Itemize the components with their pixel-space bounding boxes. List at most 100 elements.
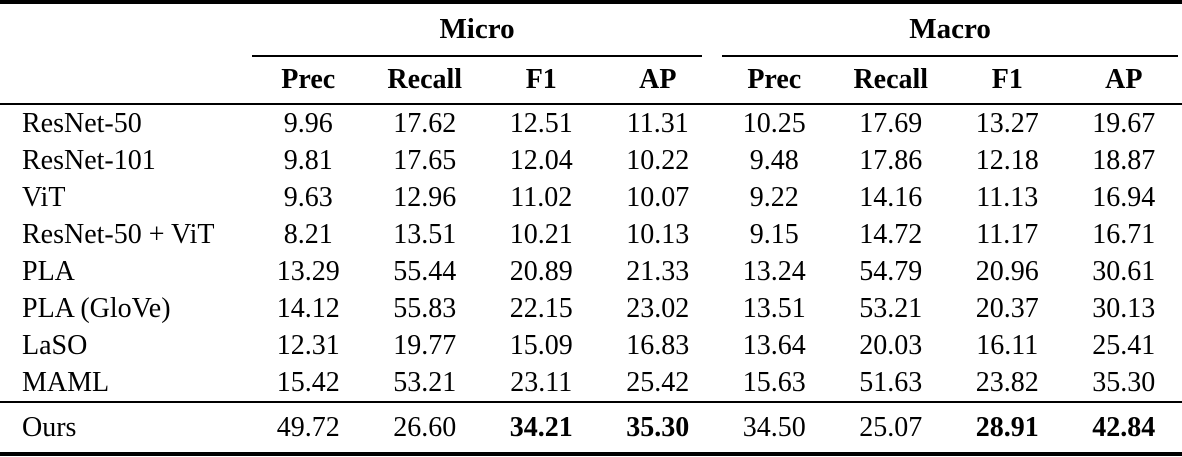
value-cell: 11.17: [976, 218, 1039, 250]
value-cell: 55.83: [393, 292, 457, 324]
value-cell: 20.89: [509, 255, 573, 287]
value-cell: 12.31: [276, 329, 340, 361]
value-cell: 14.16: [859, 181, 923, 213]
value-cell: 55.44: [393, 255, 457, 287]
baseline-rows: ResNet-50 9.96 17.62 12.51 11.31 10.25 17.69 13…: [0, 104, 1182, 402]
group-label-macro: Macro: [722, 13, 1179, 57]
value-cell: 19.67: [1092, 107, 1156, 139]
col-header-macro-ap: AP: [1065, 57, 1182, 105]
method-cell: ResNet-50 + ViT: [22, 218, 215, 250]
col-header-macro-recall: Recall: [832, 57, 950, 105]
method-cell: Ours: [0, 401, 250, 456]
value-cell: 11.02: [510, 181, 573, 213]
group-header-row: Micro Macro: [0, 2, 1182, 57]
method-cell: PLA (GloVe): [22, 292, 171, 324]
value-cell: 49.72: [250, 401, 367, 456]
value-cell: 17.62: [393, 107, 457, 139]
value-cell: 16.11: [976, 329, 1039, 361]
table-row: LaSO 12.31 19.77 15.09 16.83 13.64 20.03 16.11 2…: [0, 327, 1182, 364]
value-cell: 25.07: [832, 401, 950, 456]
value-cell: 9.15: [749, 218, 799, 250]
table-row: PLA (GloVe) 14.12 55.83 22.15 23.02 13.51 53.2…: [0, 290, 1182, 327]
value-cell: 10.21: [509, 218, 573, 250]
value-cell: 16.83: [626, 329, 690, 361]
sub-header-row: Prec Recall F1 AP Prec Recall F1 AP: [0, 57, 1182, 105]
value-cell: 15.09: [509, 329, 573, 361]
value-cell: 42.84: [1065, 401, 1182, 456]
value-cell: 12.51: [509, 107, 573, 139]
value-cell: 13.64: [742, 329, 806, 361]
value-cell: 12.18: [975, 144, 1039, 176]
value-cell: 17.65: [393, 144, 457, 176]
method-header-cell: [0, 57, 250, 105]
value-cell: 54.79: [859, 255, 923, 287]
method-cell: ResNet-50: [22, 107, 142, 139]
col-header-micro-recall: Recall: [366, 57, 483, 105]
group-label-micro: Micro: [252, 13, 703, 57]
method-cell: PLA: [22, 255, 75, 287]
value-cell: 14.72: [859, 218, 923, 250]
corner-cell: [0, 2, 250, 57]
value-cell: 23.82: [975, 366, 1039, 398]
value-cell: 20.96: [975, 255, 1039, 287]
value-cell: 28.91: [949, 401, 1066, 456]
table-row: ResNet-50 + ViT 8.21 13.51 10.21 10.13 9.15 14…: [0, 216, 1182, 253]
value-cell: 12.04: [509, 144, 573, 176]
value-cell: 16.94: [1092, 181, 1156, 213]
value-cell: 14.12: [276, 292, 340, 324]
value-cell: 23.11: [510, 366, 573, 398]
value-cell: 13.27: [975, 107, 1039, 139]
value-cell: 16.71: [1092, 218, 1156, 250]
value-cell: 8.21: [283, 218, 333, 250]
value-cell: 10.13: [626, 218, 690, 250]
value-cell: 25.42: [626, 366, 690, 398]
value-cell: 13.51: [742, 292, 806, 324]
value-cell: 22.15: [509, 292, 573, 324]
value-cell: 9.96: [283, 107, 333, 139]
method-cell: ViT: [22, 181, 66, 213]
value-cell: 53.21: [859, 292, 923, 324]
table-row: ResNet-50 9.96 17.62 12.51 11.31 10.25 17.69 13…: [0, 104, 1182, 142]
table-row: Ours 49.72 26.60 34.21 35.30 34.50 25.07 28.91 4…: [0, 401, 1182, 456]
table-row: MAML 15.42 53.21 23.11 25.42 15.63 51.63 23.82 3…: [0, 364, 1182, 402]
col-header-micro-ap: AP: [599, 57, 717, 105]
table-row: ResNet-101 9.81 17.65 12.04 10.22 9.48 17.86 12…: [0, 142, 1182, 179]
value-cell: 34.50: [716, 401, 833, 456]
group-header-macro: Macro: [716, 2, 1182, 57]
value-cell: 15.63: [742, 366, 806, 398]
value-cell: 53.21: [393, 366, 457, 398]
col-header-micro-prec: Prec: [250, 57, 367, 105]
value-cell: 20.37: [975, 292, 1039, 324]
value-cell: 35.30: [599, 401, 717, 456]
value-cell: 12.96: [393, 181, 457, 213]
group-header-micro: Micro: [250, 2, 716, 57]
value-cell: 51.63: [859, 366, 923, 398]
value-cell: 34.21: [483, 401, 600, 456]
value-cell: 9.63: [283, 181, 333, 213]
value-cell: 25.41: [1092, 329, 1156, 361]
value-cell: 30.13: [1092, 292, 1156, 324]
value-cell: 35.30: [1092, 366, 1156, 398]
value-cell: 10.07: [626, 181, 690, 213]
value-cell: 23.02: [626, 292, 690, 324]
value-cell: 19.77: [393, 329, 457, 361]
method-cell: ResNet-101: [22, 144, 156, 176]
value-cell: 11.31: [626, 107, 689, 139]
value-cell: 10.25: [742, 107, 806, 139]
value-cell: 18.87: [1092, 144, 1156, 176]
method-cell: MAML: [22, 366, 110, 398]
value-cell: 17.86: [859, 144, 923, 176]
value-cell: 30.61: [1092, 255, 1156, 287]
value-cell: 17.69: [859, 107, 923, 139]
value-cell: 20.03: [859, 329, 923, 361]
value-cell: 21.33: [626, 255, 690, 287]
value-cell: 10.22: [626, 144, 690, 176]
value-cell: 13.51: [393, 218, 457, 250]
value-cell: 26.60: [366, 401, 483, 456]
value-cell: 15.42: [276, 366, 340, 398]
table-row: PLA 13.29 55.44 20.89 21.33 13.24 54.79 20.96 30…: [0, 253, 1182, 290]
value-cell: 13.29: [276, 255, 340, 287]
value-cell: 11.13: [976, 181, 1039, 213]
